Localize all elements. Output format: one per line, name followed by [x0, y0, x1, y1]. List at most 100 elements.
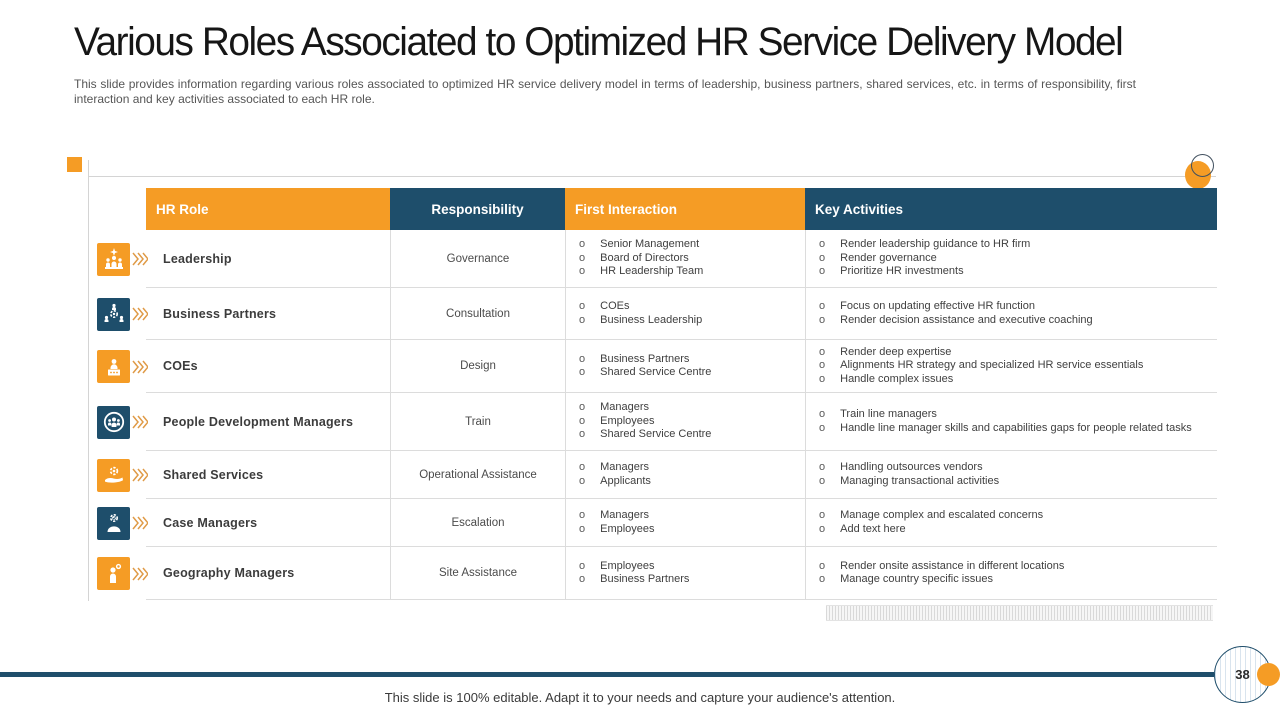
list-item: Business Leadership: [566, 314, 805, 328]
hr-role-cell: People Development Managers: [146, 393, 390, 451]
hr-role-cell: Geography Managers: [146, 547, 390, 600]
key-activities-cell: Render deep expertise Alignments HR stra…: [805, 340, 1217, 393]
list-item: Managers: [566, 461, 805, 475]
chevron-right-icon: [132, 360, 148, 373]
list-item: Business Partners: [566, 353, 805, 367]
hr-role-cell: Leadership: [146, 230, 390, 288]
chevron-right-icon: [132, 307, 148, 321]
hatched-band-decoration: [826, 605, 1213, 621]
footer-note: This slide is 100% editable. Adapt it to…: [384, 690, 896, 705]
header-icon-spacer: [97, 188, 146, 230]
hr-role-cell: Business Partners: [146, 288, 390, 340]
chevron-right-icon: [132, 516, 148, 530]
responsibility-cell: Design: [390, 340, 565, 393]
header-hr-role: HR Role: [146, 188, 390, 230]
list-item: Employees: [566, 523, 805, 537]
responsibility-cell: Consultation: [390, 288, 565, 340]
first-interaction-cell: Senior Management Board of Directors HR …: [565, 230, 805, 288]
list-item: Board of Directors: [566, 252, 805, 266]
list-item: Managers: [566, 509, 805, 523]
table-row: People Development Managers Train Manage…: [97, 393, 1217, 451]
first-interaction-cell: Managers Employees Shared Service Centre: [565, 393, 805, 451]
ring-circle-decoration: [1191, 154, 1214, 177]
table-row: Leadership Governance Senior Management …: [97, 230, 1217, 288]
table-header-row: HR Role Responsibility First Interaction…: [97, 188, 1217, 230]
key-activities-cell: Focus on updating effective HR function …: [805, 288, 1217, 340]
responsibility-cell: Governance: [390, 230, 565, 288]
footer-orange-dot: [1257, 663, 1280, 686]
key-activities-cell: Manage complex and escalated concerns Ad…: [805, 499, 1217, 547]
list-item: Senior Management: [566, 238, 805, 252]
people-development-icon: [97, 405, 130, 439]
list-item: Manage complex and escalated concerns: [806, 509, 1217, 523]
list-item: COEs: [566, 300, 805, 314]
geography-managers-pin-icon: [97, 557, 130, 590]
table-row: Business Partners Consultation COEs Busi…: [97, 288, 1217, 340]
slide-title: Various Roles Associated to Optimized HR…: [74, 20, 1124, 64]
first-interaction-cell: COEs Business Leadership: [565, 288, 805, 340]
responsibility-cell: Site Assistance: [390, 547, 565, 600]
responsibility-cell: Operational Assistance: [390, 451, 565, 499]
list-item: Prioritize HR investments: [806, 265, 1217, 279]
list-item: Employees: [566, 415, 805, 429]
table-row: COEs Design Business Partners Shared Ser…: [97, 340, 1217, 393]
responsibility-cell: Escalation: [390, 499, 565, 547]
list-item: Train line managers: [806, 408, 1217, 422]
footer-divider-line: [0, 672, 1214, 677]
slide-subtitle: This slide provides information regardin…: [74, 77, 1136, 106]
list-item: Render decision assistance and executive…: [806, 314, 1217, 328]
first-interaction-cell: Managers Employees: [565, 499, 805, 547]
shared-services-hand-gear-icon: [97, 458, 130, 492]
list-item: Managers: [566, 401, 805, 415]
list-item: Render leadership guidance to HR firm: [806, 238, 1217, 252]
table-row: Case Managers Escalation Managers Employ…: [97, 499, 1217, 547]
list-item: Render governance: [806, 252, 1217, 266]
list-item: Business Partners: [566, 573, 805, 587]
hr-role-cell: Case Managers: [146, 499, 390, 547]
hr-role-cell: Shared Services: [146, 451, 390, 499]
key-activities-cell: Render leadership guidance to HR firm Re…: [805, 230, 1217, 288]
first-interaction-cell: Business Partners Shared Service Centre: [565, 340, 805, 393]
orange-square-decoration: [67, 157, 82, 172]
first-interaction-cell: Employees Business Partners: [565, 547, 805, 600]
horizontal-axis-line: [88, 176, 1216, 177]
list-item: Handling outsources vendors: [806, 461, 1217, 475]
list-item: Managing transactional activities: [806, 475, 1217, 489]
header-key-activities: Key Activities: [805, 188, 1217, 230]
list-item: Manage country specific issues: [806, 573, 1217, 587]
list-item: Render onsite assistance in different lo…: [806, 560, 1217, 574]
list-item: Alignments HR strategy and specialized H…: [806, 359, 1217, 373]
list-item: HR Leadership Team: [566, 265, 805, 279]
list-item: Render deep expertise: [806, 346, 1217, 360]
first-interaction-cell: Managers Applicants: [565, 451, 805, 499]
header-first-interaction: First Interaction: [565, 188, 805, 230]
chevron-right-icon: [132, 468, 148, 482]
key-activities-cell: Train line managers Handle line manager …: [805, 393, 1217, 451]
chevron-right-icon: [132, 415, 148, 429]
chevron-right-icon: [132, 567, 148, 580]
list-item: Shared Service Centre: [566, 366, 805, 380]
coes-trainer-icon: [97, 350, 130, 383]
list-item: Employees: [566, 560, 805, 574]
key-activities-cell: Render onsite assistance in different lo…: [805, 547, 1217, 600]
vertical-axis-line: [88, 160, 89, 601]
case-managers-icon: [97, 506, 130, 540]
list-item: Handle line manager skills and capabilit…: [806, 422, 1217, 436]
table-row: Geography Managers Site Assistance Emplo…: [97, 547, 1217, 600]
page-number: 38: [1235, 667, 1250, 682]
chevron-right-icon: [132, 252, 148, 266]
header-responsibility: Responsibility: [390, 188, 565, 230]
list-item: Shared Service Centre: [566, 428, 805, 442]
leadership-podium-icon: [97, 242, 130, 276]
key-activities-cell: Handling outsources vendors Managing tra…: [805, 451, 1217, 499]
responsibility-cell: Train: [390, 393, 565, 451]
hr-roles-table: HR Role Responsibility First Interaction…: [97, 188, 1217, 600]
list-item: Handle complex issues: [806, 373, 1217, 387]
list-item: Applicants: [566, 475, 805, 489]
hr-role-cell: COEs: [146, 340, 390, 393]
list-item: Add text here: [806, 523, 1217, 537]
business-partners-network-icon: [97, 297, 130, 331]
table-row: Shared Services Operational Assistance M…: [97, 451, 1217, 499]
list-item: Focus on updating effective HR function: [806, 300, 1217, 314]
